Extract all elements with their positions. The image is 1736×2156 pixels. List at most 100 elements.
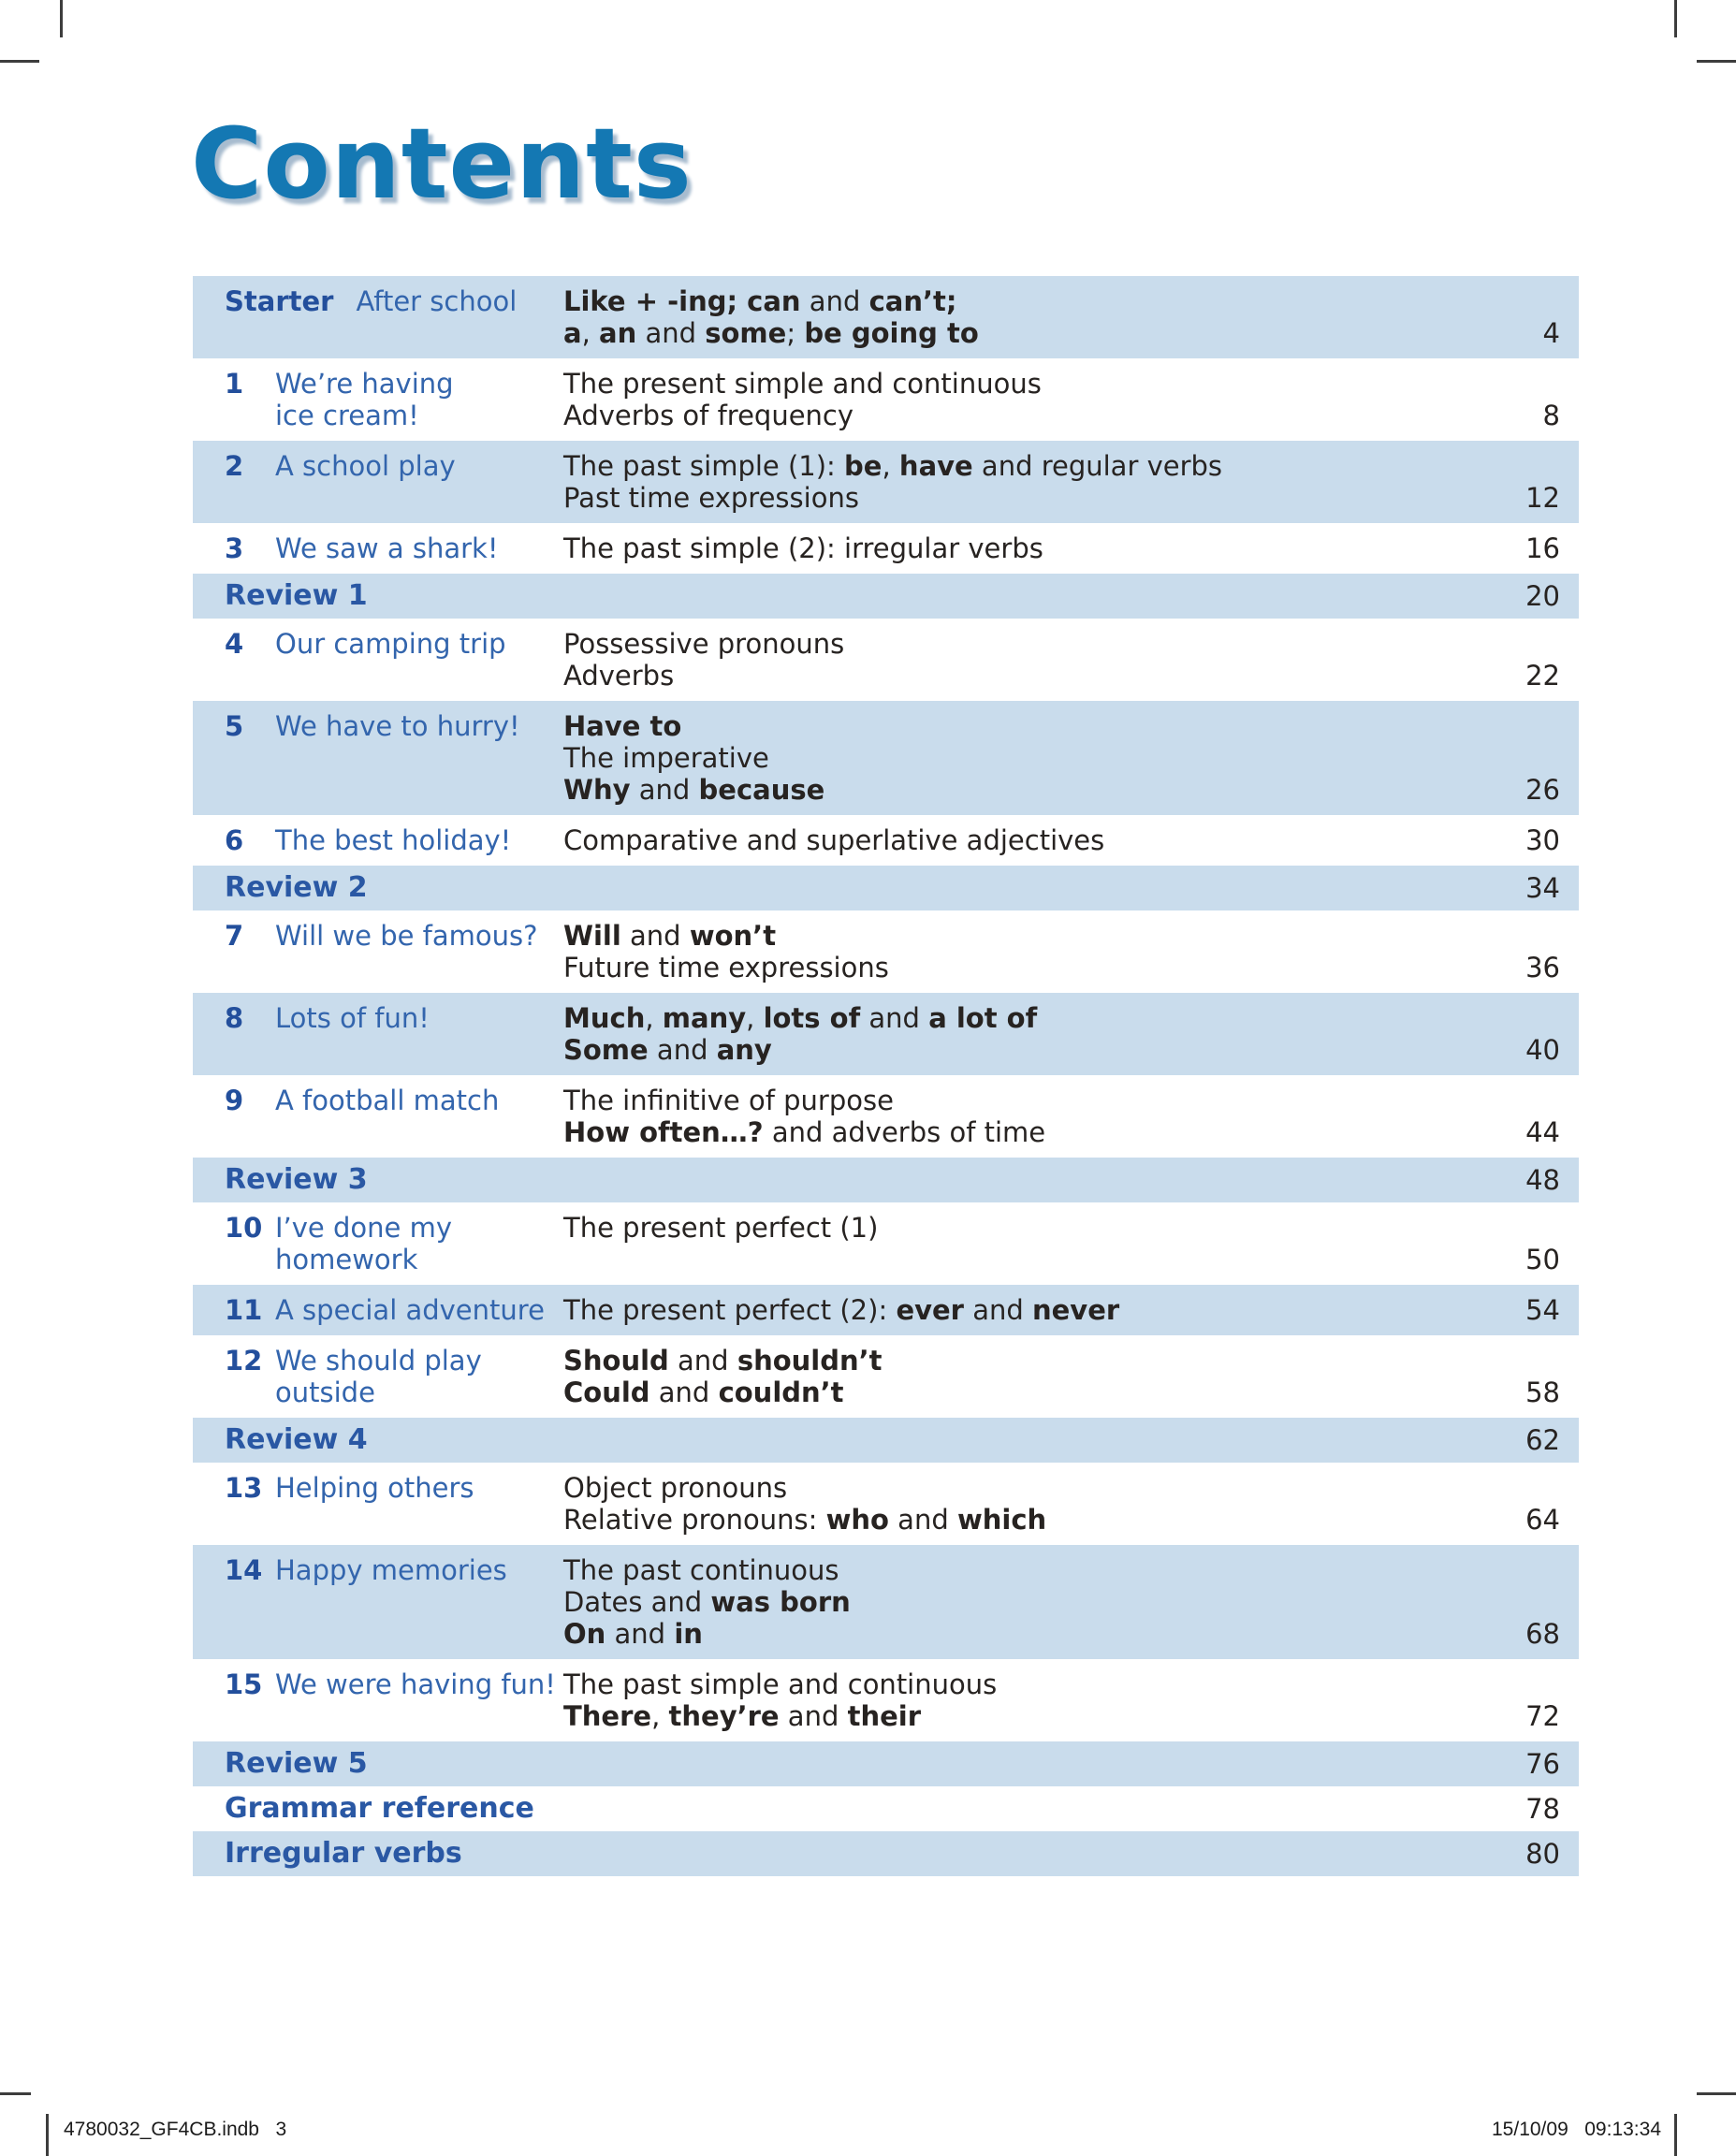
unit-heading: 14 Happy memories: [225, 1554, 563, 1650]
grammar-topic-line: Have to: [563, 710, 682, 742]
grammar-topic-line: Adverbs of frequency: [563, 400, 854, 431]
toc-row: Review 4 62: [193, 1418, 1579, 1463]
unit-title-line: A special adventure: [275, 1294, 545, 1326]
unit-title: A school play: [275, 450, 563, 482]
grammar-topic-line: Future time expressions: [563, 952, 889, 983]
grammar-topic-line: The past simple and continuous: [563, 1668, 998, 1700]
unit-title: We’re having ice cream!: [275, 368, 563, 431]
unit-number: 12: [225, 1345, 263, 1377]
unit-title-line: The best holiday!: [275, 824, 512, 856]
unit-title-line: We should play: [275, 1345, 482, 1377]
grammar-topic-line: The past simple (2): irregular verbs: [563, 532, 1043, 564]
toc-row: 10 I’ve done my homework The present perfec…: [193, 1202, 1579, 1285]
unit-number: 4: [225, 628, 244, 660]
unit-number: 15: [225, 1668, 263, 1700]
toc-row: 5 We have to hurry! Have to The imperative W…: [193, 701, 1579, 815]
grammar-topics: The present simple and continuous Adverbs…: [563, 368, 1487, 431]
page-number: 62: [1525, 1424, 1560, 1456]
section-label: Review 2: [225, 871, 368, 904]
grammar-topics: The present perfect (1): [563, 1212, 1487, 1275]
toc-row: Grammar reference 78: [193, 1786, 1579, 1831]
grammar-topic-line: Like + -ing; can and can’t;: [563, 285, 957, 317]
crop-mark: [1674, 2114, 1677, 2156]
grammar-topic-line: The past continuous: [563, 1554, 839, 1586]
unit-title-line: A school play: [275, 450, 456, 482]
toc-row: 4 Our camping trip Possessive pronouns Adve…: [193, 619, 1579, 701]
unit-title-line: Helping others: [275, 1472, 474, 1504]
section-label: Review 4: [225, 1423, 368, 1456]
unit-title-line: outside: [275, 1377, 375, 1408]
unit-title-line: After school: [356, 285, 518, 317]
grammar-topic-line: The past simple (1): be, have and regula…: [563, 450, 1223, 482]
page-number: 64: [1525, 1504, 1560, 1536]
unit-number: 3: [225, 532, 244, 564]
unit-title-line: Lots of fun!: [275, 1002, 430, 1034]
grammar-topic-line: Dates and was born: [563, 1586, 851, 1618]
grammar-topic-line: Past time expressions: [563, 482, 859, 514]
toc-row: 13 Helping others Object pronouns Relative …: [193, 1463, 1579, 1545]
unit-title: Our camping trip: [275, 628, 563, 660]
unit-heading: 13 Helping others: [225, 1472, 563, 1536]
toc-row: Review 1 20: [193, 574, 1579, 619]
unit-heading: 8 Lots of fun!: [225, 1002, 563, 1066]
toc-row: 12 We should play outside Should and should…: [193, 1335, 1579, 1418]
grammar-topics: Object pronouns Relative pronouns: who an…: [563, 1472, 1487, 1536]
unit-title-line: ice cream!: [275, 400, 419, 431]
unit-title-line: Happy memories: [275, 1554, 507, 1586]
crop-mark: [1697, 60, 1736, 63]
unit-title: We saw a shark!: [275, 532, 563, 564]
page-number: 4: [1542, 317, 1560, 349]
toc-row: 14 Happy memories The past continuous Dates…: [193, 1545, 1579, 1659]
unit-heading: 5 We have to hurry!: [225, 710, 563, 806]
crop-mark: [60, 0, 63, 37]
unit-title: The best holiday!: [275, 824, 563, 856]
grammar-topic-line: The present perfect (2): ever and never: [563, 1294, 1120, 1326]
grammar-topic-line: On and in: [563, 1618, 703, 1650]
toc-row: 1 We’re having ice cream! The present simpl…: [193, 358, 1579, 441]
page-number: 78: [1525, 1793, 1560, 1825]
toc-row: 11 A special adventure The present perfect…: [193, 1285, 1579, 1335]
toc-row: 8 Lots of fun! Much, many, lots of and a l…: [193, 993, 1579, 1075]
crop-mark: [1674, 0, 1677, 37]
unit-heading: 4 Our camping trip: [225, 628, 563, 692]
toc-row: 2 A school play The past simple (1): be, h…: [193, 441, 1579, 523]
unit-number: 1: [225, 368, 244, 400]
page-number: 34: [1525, 872, 1560, 904]
toc-row: Review 5 76: [193, 1741, 1579, 1786]
unit-heading: 6 The best holiday!: [225, 824, 563, 856]
grammar-topic-line: Some and any: [563, 1034, 772, 1066]
footer-timestamp: 15/10/09 09:13:34: [1492, 2119, 1661, 2140]
page-number: 16: [1525, 532, 1560, 564]
footer-filename: 4780032_GF4CB.indb 3: [64, 2119, 287, 2140]
grammar-topics: Should and shouldn’t Could and couldn’t: [563, 1345, 1487, 1408]
grammar-topic-line: Object pronouns: [563, 1472, 788, 1504]
unit-title: Happy memories: [275, 1554, 563, 1586]
unit-title-line: homework: [275, 1244, 418, 1275]
section-label: Review 5: [225, 1747, 368, 1780]
unit-title: We have to hurry!: [275, 710, 563, 742]
grammar-topic-line: Why and because: [563, 774, 825, 806]
grammar-topic-line: There, they’re and their: [563, 1700, 922, 1732]
section-label: Review 3: [225, 1163, 368, 1196]
grammar-topic-line: The present perfect (1): [563, 1212, 879, 1244]
page-number: 26: [1525, 774, 1560, 806]
toc-row: Irregular verbs 80: [193, 1831, 1579, 1876]
toc-row: 15 We were having fun! The past simple and…: [193, 1659, 1579, 1741]
unit-heading: 10 I’ve done my homework: [225, 1212, 563, 1275]
page-number: 76: [1525, 1748, 1560, 1780]
unit-title-line: We saw a shark!: [275, 532, 499, 564]
unit-number: 13: [225, 1472, 263, 1504]
grammar-topics: The infinitive of purpose How often…? and…: [563, 1085, 1487, 1148]
grammar-topic-line: Adverbs: [563, 660, 675, 692]
page-number: 40: [1525, 1034, 1560, 1066]
unit-title: A football match: [275, 1085, 563, 1116]
crop-mark: [0, 60, 39, 63]
grammar-topics: The present perfect (2): ever and never: [563, 1294, 1487, 1326]
unit-heading: 2 A school play: [225, 450, 563, 514]
toc: Starter After school Like + -ing; can and …: [193, 276, 1579, 1876]
unit-title: Lots of fun!: [275, 1002, 563, 1034]
unit-title: After school: [356, 285, 563, 317]
grammar-topics: Will and won’t Future time expressions: [563, 920, 1487, 983]
unit-title-line: Will we be famous?: [275, 920, 538, 952]
toc-row: Review 2 34: [193, 866, 1579, 910]
